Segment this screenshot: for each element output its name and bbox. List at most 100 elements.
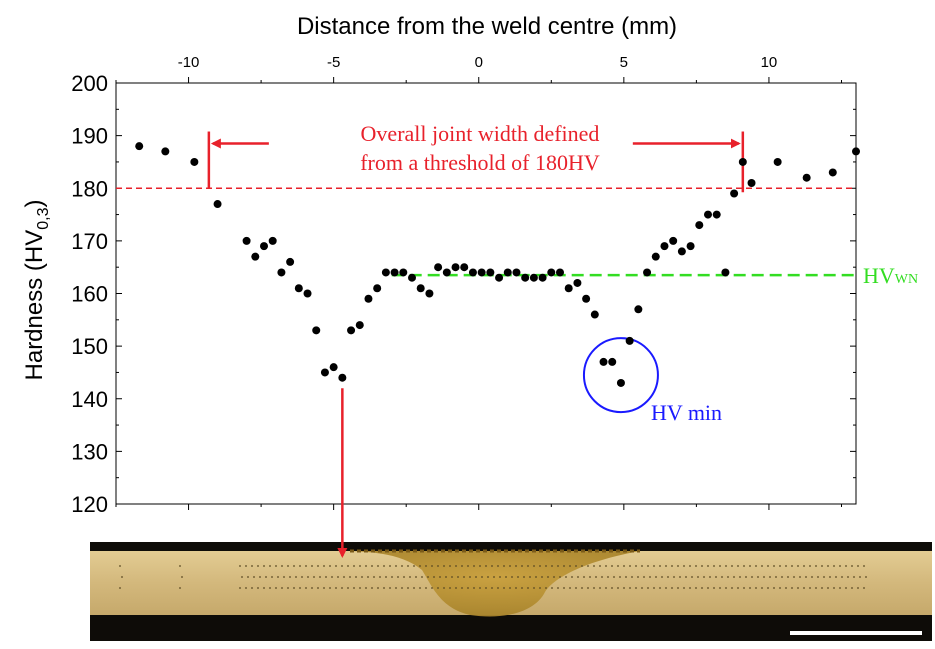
hardness-indent [587, 587, 589, 589]
hardness-indent [637, 576, 639, 578]
data-point [773, 157, 782, 166]
hardness-indent [391, 576, 393, 578]
hardness-indent [799, 576, 801, 578]
data-point [381, 268, 390, 277]
hardness-indent [659, 587, 661, 589]
hardness-indent [247, 576, 249, 578]
hardness-indent [499, 576, 501, 578]
hardness-indent [275, 587, 277, 589]
hardness-indent [809, 565, 811, 567]
hardness-indent [701, 587, 703, 589]
hardness-indent [647, 587, 649, 589]
hardness-indent [791, 587, 793, 589]
data-point [425, 289, 434, 298]
hardness-indent [703, 576, 705, 578]
hardness-indent [817, 576, 819, 578]
hardness-indent [773, 565, 775, 567]
hardness-indent [815, 587, 817, 589]
data-point [730, 189, 739, 198]
hardness-indent [653, 565, 655, 567]
hardness-indent [737, 587, 739, 589]
hardness-indent [293, 587, 295, 589]
hardness-indent [713, 565, 715, 567]
hardness-indent [739, 576, 741, 578]
data-point [503, 268, 512, 277]
hardness-indent [749, 587, 751, 589]
hardness-indent [857, 587, 859, 589]
hardness-indent [253, 576, 255, 578]
hardness-indent [371, 565, 373, 567]
hardness-indent [283, 576, 285, 578]
hardness-indent [847, 576, 849, 578]
hardness-indent [343, 576, 345, 578]
data-point [616, 378, 625, 387]
hardness-indent [461, 565, 463, 567]
hardness-indent [239, 565, 241, 567]
data-point [738, 157, 747, 166]
hardness-indent [367, 576, 369, 578]
hardness-indent [631, 576, 633, 578]
hardness-indent [611, 565, 613, 567]
hardness-indent [383, 565, 385, 567]
hardness-indent [749, 565, 751, 567]
data-point [590, 310, 599, 319]
hardness-indent [557, 565, 559, 567]
hardness-indent [575, 565, 577, 567]
hardness-indent [437, 587, 439, 589]
hardness-indent [833, 565, 835, 567]
hardness-indent [607, 576, 609, 578]
x-tick-label: 5 [620, 54, 628, 71]
data-point [828, 168, 837, 177]
y-axis-title-main: Hardness (HV [21, 230, 48, 381]
data-point [573, 278, 582, 287]
hardness-indent [647, 565, 649, 567]
hardness-indent [761, 587, 763, 589]
hardness-indent [335, 565, 337, 567]
hardness-indent [695, 565, 697, 567]
hardness-indent [853, 576, 855, 578]
hardness-indent [473, 587, 475, 589]
hardness-indent [439, 576, 441, 578]
hardness-indent [451, 576, 453, 578]
hardness-indent [701, 565, 703, 567]
hardness-indent [269, 587, 271, 589]
data-point [529, 273, 538, 282]
hardness-indent [803, 587, 805, 589]
hardness-indent [481, 576, 483, 578]
hardness-indent [329, 565, 331, 567]
hardness-indent [761, 565, 763, 567]
hardness-indent [377, 565, 379, 567]
hardness-indent [461, 587, 463, 589]
y-tick-label: 190 [71, 124, 108, 149]
data-point [468, 268, 477, 277]
data-point [320, 368, 329, 377]
hardness-indent [865, 576, 867, 578]
hardness-indent [341, 565, 343, 567]
hardness-indent [587, 565, 589, 567]
hardness-indent [407, 587, 409, 589]
hardness-indent [281, 587, 283, 589]
data-point [338, 373, 347, 382]
hardness-indent [629, 587, 631, 589]
data-point [521, 273, 530, 282]
hardness-indent [425, 565, 427, 567]
hardness-indent [719, 565, 721, 567]
hardness-indent [401, 565, 403, 567]
hardness-indent [403, 576, 405, 578]
scale-bar [790, 631, 922, 635]
hardness-indent [697, 576, 699, 578]
hardness-indent [383, 587, 385, 589]
hardness-indent [515, 587, 517, 589]
hardness-indent [385, 576, 387, 578]
hardness-indent [541, 576, 543, 578]
data-point [408, 273, 416, 282]
hardness-indent [583, 576, 585, 578]
x-tick-label: -5 [327, 54, 340, 71]
hardness-indent [407, 565, 409, 567]
hardness-indent [655, 576, 657, 578]
hardness-indent [353, 565, 355, 567]
hardness-indent [863, 587, 865, 589]
hardness-indent [497, 565, 499, 567]
hardness-indent [845, 587, 847, 589]
data-point [399, 268, 408, 277]
